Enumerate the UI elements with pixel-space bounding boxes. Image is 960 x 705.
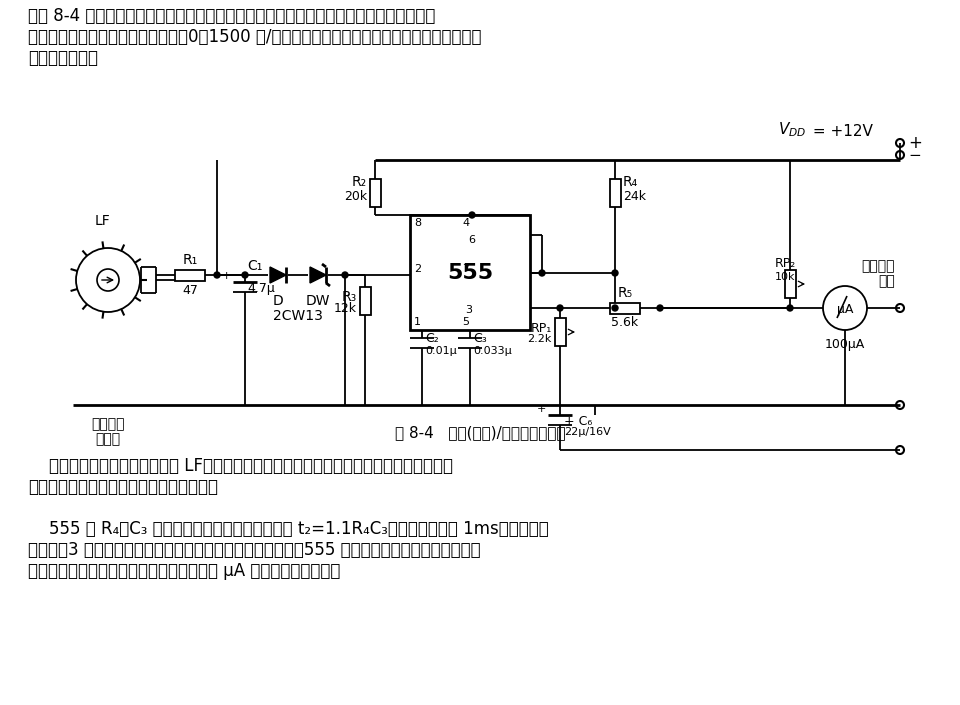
Text: 5: 5 <box>462 317 469 327</box>
Text: RP₂: RP₂ <box>775 257 796 270</box>
Bar <box>175 269 205 281</box>
Circle shape <box>787 305 793 311</box>
Bar <box>610 302 640 314</box>
Text: 0.01μ: 0.01μ <box>425 346 457 356</box>
Text: 中产生与齿盘的转速成正比的感应电动势。: 中产生与齿盘的转速成正比的感应电动势。 <box>28 478 218 496</box>
Text: 6: 6 <box>468 235 475 245</box>
Text: 5.6k: 5.6k <box>612 316 638 329</box>
Text: μA: μA <box>837 303 853 317</box>
Text: 4: 4 <box>462 218 469 228</box>
Text: 如图 8-4 所示，转换器主要由传感探头和单稳定时电路组成。用该转换器配合脉冲测速发: 如图 8-4 所示，转换器主要由传感探头和单稳定时电路组成。用该转换器配合脉冲测… <box>28 7 436 25</box>
Circle shape <box>242 272 248 278</box>
Text: 4.7μ: 4.7μ <box>247 282 275 295</box>
Text: R₄: R₄ <box>623 175 638 189</box>
Text: 发电机: 发电机 <box>95 432 121 446</box>
Circle shape <box>612 305 618 311</box>
Text: 传感器采用带永久磁钓的线圈 LF，在齿盘转动时，其齿端使磁路的磁阻发生变化，在线圈: 传感器采用带永久磁钓的线圈 LF，在齿盘转动时，其齿端使磁路的磁阻发生变化，在线… <box>28 457 453 475</box>
Text: 不转时，3 脚为低电平；当其转动时，每送来一个感应脉冲，555 被触发并输出一个定宽脉冲，故: 不转时，3 脚为低电平；当其转动时，每送来一个感应脉冲，555 被触发并输出一个… <box>28 541 481 559</box>
Bar <box>359 287 371 315</box>
Circle shape <box>214 272 220 278</box>
Text: +: + <box>537 404 546 414</box>
Bar <box>370 179 380 207</box>
Text: C₃: C₃ <box>473 333 487 345</box>
Text: 3: 3 <box>465 305 472 315</box>
Text: 12k: 12k <box>334 302 357 315</box>
Text: 1: 1 <box>414 317 421 327</box>
Polygon shape <box>310 267 326 283</box>
Circle shape <box>342 272 348 278</box>
Circle shape <box>612 270 618 276</box>
Text: = +12V: = +12V <box>808 124 873 139</box>
Bar <box>555 318 565 346</box>
Text: 脉冲测速: 脉冲测速 <box>91 417 125 431</box>
Text: R₃: R₃ <box>342 290 357 304</box>
Text: C₁: C₁ <box>247 259 262 273</box>
Text: 7: 7 <box>462 264 469 274</box>
Text: 0.033μ: 0.033μ <box>473 346 512 356</box>
Text: C₂: C₂ <box>425 333 439 345</box>
Text: 2.2k: 2.2k <box>528 334 552 344</box>
Text: D: D <box>273 294 283 308</box>
Text: 10k: 10k <box>775 272 795 282</box>
Text: 24k: 24k <box>623 190 646 204</box>
Circle shape <box>557 305 563 311</box>
Text: R₂: R₂ <box>352 175 367 189</box>
Text: 20k: 20k <box>344 190 367 204</box>
Bar <box>410 215 530 330</box>
Circle shape <box>657 305 663 311</box>
Text: +: + <box>222 271 231 281</box>
Text: 路作反馈信号。: 路作反馈信号。 <box>28 49 98 67</box>
Text: 8: 8 <box>414 218 421 228</box>
Text: 100μA: 100μA <box>825 338 865 351</box>
Text: R₅: R₅ <box>617 286 633 300</box>
Polygon shape <box>270 267 286 283</box>
Text: +: + <box>908 134 922 152</box>
Text: DW: DW <box>305 294 330 308</box>
Text: −: − <box>908 147 921 162</box>
Text: 22μ/16V: 22μ/16V <box>564 427 611 437</box>
Text: 输出: 输出 <box>878 274 895 288</box>
Text: 2CW13: 2CW13 <box>273 309 323 323</box>
Text: RP₁: RP₁ <box>531 322 552 335</box>
Circle shape <box>469 212 475 218</box>
Text: LF: LF <box>95 214 110 228</box>
Bar <box>610 179 620 207</box>
Text: 输出方波的平均値正比于被测轴转速，可在 μA 表上显示其转速値。: 输出方波的平均値正比于被测轴转速，可在 μA 表上显示其转速値。 <box>28 562 341 580</box>
Text: 2: 2 <box>414 264 421 274</box>
Text: $V_{DD}$: $V_{DD}$ <box>778 121 806 139</box>
Text: 图 8-4   转速(频率)/电压转换器电路: 图 8-4 转速(频率)/电压转换器电路 <box>395 425 565 440</box>
Text: 转速信号: 转速信号 <box>861 259 895 273</box>
Circle shape <box>539 270 545 276</box>
Text: 电机，用以指示出被测转轴的转速（0～1500 转/分），同时还输出转速电压信号，供自动调速电: 电机，用以指示出被测转轴的转速（0～1500 转/分），同时还输出转速电压信号，… <box>28 28 482 46</box>
Text: 555 和 R₄、C₃ 等组成单稳定时电路，暂态时间 t₂=1.1R₄C₃，图示参数约为 1ms。当被测轴: 555 和 R₄、C₃ 等组成单稳定时电路，暂态时间 t₂=1.1R₄C₃，图示… <box>28 520 549 538</box>
Text: R₁: R₁ <box>182 253 198 267</box>
Text: + C₆: + C₆ <box>564 415 592 428</box>
Text: 47: 47 <box>182 284 198 297</box>
Bar <box>784 270 796 298</box>
Text: 555: 555 <box>447 263 493 283</box>
